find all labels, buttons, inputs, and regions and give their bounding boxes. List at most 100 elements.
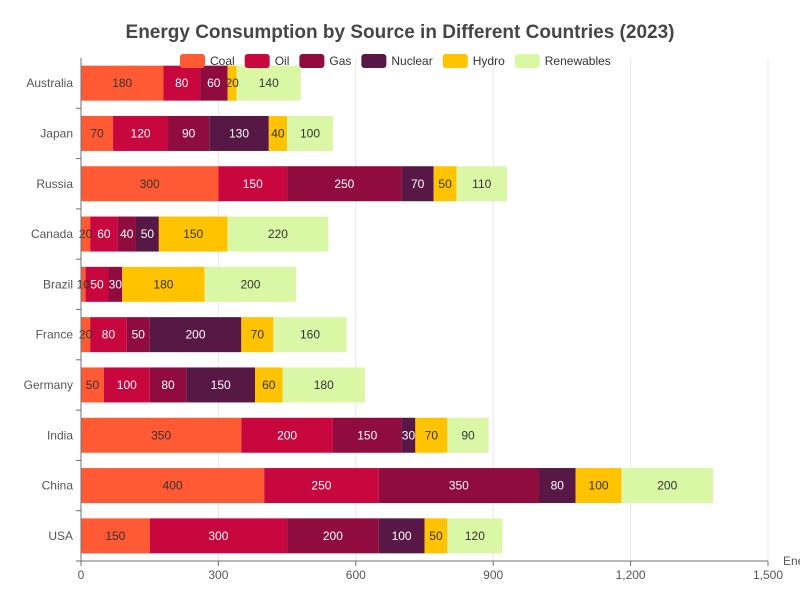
bar-segment (149, 518, 288, 554)
legend-label: Oil (275, 54, 290, 68)
legend-label: Nuclear (391, 54, 432, 68)
bar-segment (81, 166, 219, 202)
bar-segment (268, 115, 288, 151)
bar-segment (81, 65, 164, 101)
bar-segment (108, 266, 123, 302)
y-tick-label: Brazil (43, 277, 73, 291)
bar-value-label: 140 (259, 76, 279, 90)
legend-swatch (361, 54, 387, 68)
bar-value-label: 200 (185, 328, 205, 342)
bar-segment (456, 166, 507, 202)
bar-segment (122, 266, 205, 302)
bar-segment (264, 468, 379, 504)
bar-segment (113, 115, 169, 151)
bar-value-label: 300 (208, 529, 228, 543)
bar-segment (236, 65, 301, 101)
bar-value-label: 200 (323, 529, 343, 543)
bar-segment (433, 166, 457, 202)
bar-value-label: 80 (551, 479, 565, 493)
bar-value-label: 60 (207, 76, 221, 90)
bar-value-label: 50 (90, 277, 104, 291)
y-tick-label: India (47, 428, 73, 442)
bar-value-label: 90 (461, 428, 475, 442)
chart-title: Energy Consumption by Source in Differen… (126, 22, 675, 43)
legend-label: Hydro (473, 54, 505, 68)
bar-segment (218, 166, 288, 202)
bar-value-label: 30 (109, 277, 123, 291)
bar-segment (81, 367, 104, 403)
bar-value-label: 160 (300, 328, 320, 342)
bar-segment (200, 65, 228, 101)
bar-segment (241, 317, 274, 353)
bar-value-label: 50 (429, 529, 443, 543)
bar-segment (378, 468, 539, 504)
legend-item-coal[interactable]: Coal (180, 54, 235, 68)
bar-segment (163, 65, 201, 101)
bar-segment (90, 216, 118, 252)
bar-value-label: 300 (140, 177, 160, 191)
x-tick-label: 0 (78, 568, 85, 582)
bar-value-label: 80 (161, 378, 175, 392)
y-tick-label: Australia (26, 76, 73, 90)
bar-value-label: 20 (79, 227, 93, 241)
bar-value-label: 50 (86, 378, 100, 392)
bar-segment (135, 216, 159, 252)
bar-segment (539, 468, 576, 504)
legend-item-oil[interactable]: Oil (244, 54, 290, 68)
bar-segment (255, 367, 283, 403)
x-tick-label: 600 (346, 568, 366, 582)
data-labels: 150 300 200 100 50 120 400 250 350 80 100 200 350 200… (77, 76, 678, 543)
bar-value-label: 200 (277, 428, 297, 442)
bar-value-label: 20 (79, 328, 93, 342)
legend-item-renewables[interactable]: Renewables (514, 54, 611, 68)
bar-value-label: 250 (334, 177, 354, 191)
bar-segment (81, 216, 91, 252)
legend: Coal Oil Gas Nuclear Hydro Renewables (180, 54, 611, 68)
bar-value-label: 150 (243, 177, 263, 191)
bar-segment (273, 317, 347, 353)
legend-swatch (244, 54, 270, 68)
x-tick-label: 1,500 (753, 568, 783, 582)
bar-segment (209, 115, 269, 151)
y-axis: USA China India Germany France Brazil Canada Ru… (24, 58, 82, 562)
bar-segment (90, 317, 127, 353)
bar-segment (81, 115, 114, 151)
bar-segment (158, 216, 228, 252)
bar-segment (186, 367, 256, 403)
bar-value-label: 400 (163, 479, 183, 493)
bar-value-label: 150 (211, 378, 231, 392)
x-axis: 0 300 600 900 1,200 1,500 (78, 560, 783, 582)
bar-value-label: 70 (425, 428, 439, 442)
bar-segment (149, 317, 242, 353)
bar-segment (81, 518, 150, 554)
legend-item-hydro[interactable]: Hydro (442, 54, 505, 68)
bar-value-label: 200 (657, 479, 677, 493)
y-tick-label: China (42, 479, 74, 493)
bar-value-label: 110 (472, 177, 491, 191)
bar-segment (241, 417, 333, 453)
bar-value-label: 220 (268, 227, 288, 241)
y-tick-label: Germany (24, 378, 73, 392)
legend-item-nuclear[interactable]: Nuclear (361, 54, 433, 68)
bar-segment (287, 166, 402, 202)
bar-segment (332, 417, 402, 453)
bar-value-label: 70 (90, 126, 104, 140)
legend-label: Gas (329, 54, 351, 68)
bar-value-label: 50 (141, 227, 155, 241)
bar-segment (81, 417, 242, 453)
legend-swatch (299, 54, 325, 68)
bar-value-label: 80 (102, 328, 116, 342)
bar-value-label: 250 (311, 479, 331, 493)
bar-value-label: 150 (357, 428, 377, 442)
bar-value-label: 100 (589, 479, 609, 493)
bar-value-label: 100 (392, 529, 412, 543)
bar-segment (204, 266, 297, 302)
bar-value-label: 180 (153, 277, 173, 291)
bar-segment (81, 468, 265, 504)
legend-item-gas[interactable]: Gas (299, 54, 351, 68)
bar-value-label: 180 (112, 76, 132, 90)
bar-segment (81, 317, 91, 353)
bar-segment (621, 468, 714, 504)
y-tick-label: USA (48, 529, 73, 543)
